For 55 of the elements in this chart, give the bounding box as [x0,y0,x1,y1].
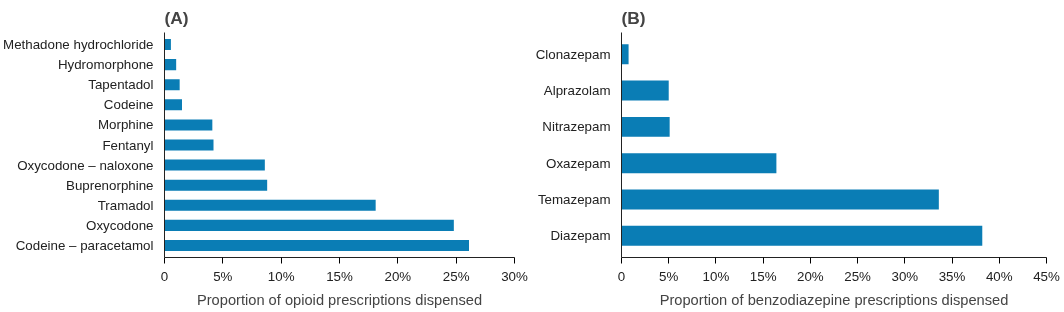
bar [164,179,268,191]
chart-title: (A) [164,7,189,28]
x-tick-label: 20% [384,268,412,284]
x-tick-label: 5% [213,268,233,284]
x-tick-label: 25% [442,268,470,284]
x-tick-label: 15% [749,268,777,284]
y-tick-label: Oxycodone – naloxone [17,157,154,173]
y-tick-label: Oxazepam [546,155,611,171]
x-tick-label: 20% [797,268,824,284]
y-tick-label: Codeine [103,97,154,113]
x-tick-label: 30% [501,268,528,284]
bar [621,189,939,210]
y-tick-label: Nitrazepam [542,119,611,135]
y-tick-label: Buprenorphine [66,177,154,193]
y-tick-label: Clonazepam [535,46,611,62]
y-tick-label: Tramadol [97,197,154,213]
bar [621,44,629,65]
y-tick-label: Alprazolam [543,83,611,99]
bar [164,139,214,151]
bar [164,219,454,231]
bar [621,80,669,101]
x-tick-label: 10% [267,268,295,284]
y-tick-label: Temazepam [537,191,611,207]
bar [164,239,469,251]
bar [164,119,213,131]
bar [164,39,171,51]
chart-title: (B) [621,7,646,28]
bar [164,199,376,211]
x-tick-label: 15% [326,268,353,284]
bar [164,159,265,171]
y-tick-label: Methadone hydrochloride [3,37,154,53]
x-axis-title: Proportion of opioid prescriptions dispensed [196,291,483,308]
x-tick-label: 5% [659,268,679,284]
bar [164,79,180,91]
x-tick-label: 10% [702,268,730,284]
y-tick-label: Morphine [97,117,154,133]
y-tick-label: Codeine – paracetamol [15,237,154,253]
x-tick-label: 25% [844,268,872,284]
bar [621,116,670,137]
x-tick-label: 30% [891,268,919,284]
y-tick-label: Hydromorphone [57,57,154,73]
y-tick-label: Diazepam [550,228,611,244]
bar [621,225,983,246]
y-tick-label: Fentanyl [102,137,154,153]
x-tick-label: 0 [617,268,626,284]
y-tick-label: Oxycodone [86,217,154,233]
x-tick-label: 0 [160,268,169,284]
bar [164,99,182,111]
x-tick-label: 45% [1033,268,1060,284]
x-tick-label: 35% [938,268,966,284]
x-axis-title: Proportion of benzodiazepine prescriptions dispensed [659,291,1009,308]
bar [621,153,777,174]
x-tick-label: 40% [985,268,1013,284]
bar [164,59,177,71]
y-tick-label: Tapentadol [88,77,154,93]
